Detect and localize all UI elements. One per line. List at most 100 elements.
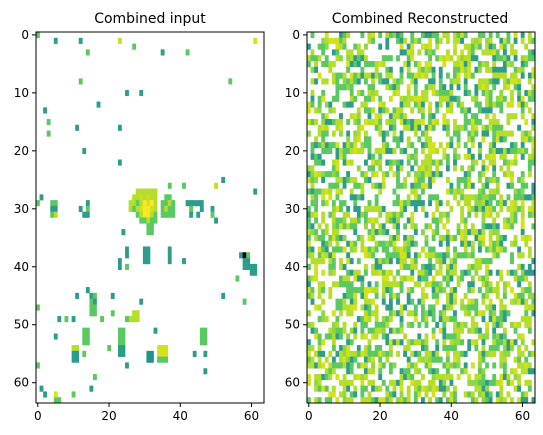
heatmap-cell [428,142,432,149]
heatmap-cell [324,37,329,44]
heatmap-cell [510,171,514,178]
heatmap-cell [164,350,169,357]
heatmap-cell [485,37,489,44]
heatmap-cell [445,281,450,288]
heatmap-cell [510,240,514,247]
heatmap-cell [456,356,461,363]
heatmap-cell [353,43,358,50]
heatmap-cell [492,350,497,357]
heatmap-cell [310,345,315,352]
heatmap-cell [367,397,372,404]
heatmap-cell [463,217,468,224]
heatmap-cell [478,374,482,381]
heatmap-cell [307,362,311,369]
heatmap-cell [467,176,472,184]
heatmap-cell [321,124,326,131]
heatmap-cell [474,55,479,62]
heatmap-cell [492,310,497,317]
heatmap-cell [531,223,536,230]
heatmap-cell [442,147,447,155]
heatmap-cell [371,107,375,114]
heatmap-cell [307,310,311,317]
heatmap-cell [75,292,80,299]
heatmap-cell [317,107,322,114]
heatmap-cell [428,118,432,126]
heatmap-cell [488,269,493,276]
heatmap-cell [317,374,322,381]
heatmap-cell [527,78,532,85]
heatmap-cell [495,391,500,398]
heatmap-cell [403,113,408,120]
heatmap-cell [520,339,525,346]
heatmap-cell [460,165,465,172]
heatmap-cell [342,304,347,311]
heatmap-cell [328,287,333,294]
heatmap-cell [396,84,400,91]
heatmap-cell [353,194,358,201]
heatmap-cell [485,281,489,288]
heatmap-cell [513,385,518,392]
heatmap-cell [328,142,333,149]
heatmap-cell [470,142,475,149]
heatmap-cell [453,356,457,363]
heatmap-cell [488,124,493,131]
heatmap-cell [467,229,472,236]
heatmap-cell [117,258,122,265]
heatmap-cell [456,60,461,68]
heatmap-cell [417,118,422,126]
heatmap-cell [57,316,62,323]
heatmap-cell [307,107,311,114]
heatmap-cell [442,310,447,317]
heatmap-cell [499,205,504,213]
heatmap-cell [342,101,347,108]
heatmap-cell [453,159,457,166]
heatmap-cell [421,66,425,73]
heatmap-cell [406,263,411,270]
heatmap-cell [371,60,375,68]
heatmap-cell [424,234,429,241]
heatmap-cell [456,188,461,195]
heatmap-cell [456,55,461,62]
heatmap-cell [495,176,500,184]
heatmap-cell [517,356,522,363]
heatmap-cell [349,350,354,357]
heatmap-cell [328,101,333,108]
heatmap-cell [371,397,375,404]
heatmap-cell [435,205,440,213]
heatmap-cell [378,205,383,213]
heatmap-cell [360,287,365,294]
heatmap-cell [406,287,411,294]
heatmap-cell [513,55,518,62]
heatmap-cell [438,234,443,241]
heatmap-cell [413,153,418,160]
heatmap-cell [520,252,525,259]
heatmap-cell [438,72,443,79]
heatmap-cell [410,37,415,44]
heatmap-cell [488,49,493,56]
heatmap-cell [392,188,397,195]
heatmap-cell [328,234,333,241]
heatmap-cell [403,95,408,102]
heatmap-cell [349,188,354,195]
heatmap-cell [388,211,393,218]
heatmap-cell [438,84,443,91]
heatmap-cell [463,182,468,189]
heatmap-cell [424,263,429,270]
heatmap-cell [399,211,404,218]
heatmap-cell [453,32,457,39]
heatmap-cell [488,101,493,108]
heatmap-cell [492,287,497,294]
heatmap-cell [331,391,336,398]
heatmap-cell [424,391,429,398]
heatmap-cell [499,194,504,201]
heatmap-cell [478,240,482,247]
heatmap-cell [399,66,404,73]
heatmap-cell [506,194,511,201]
heatmap-cell [310,194,315,201]
heatmap-cell [356,350,361,357]
heatmap-cell [510,368,514,375]
heatmap-cell [307,118,311,126]
heatmap-cell [445,263,450,270]
heatmap-cell [527,136,532,143]
heatmap-cell [374,263,379,270]
